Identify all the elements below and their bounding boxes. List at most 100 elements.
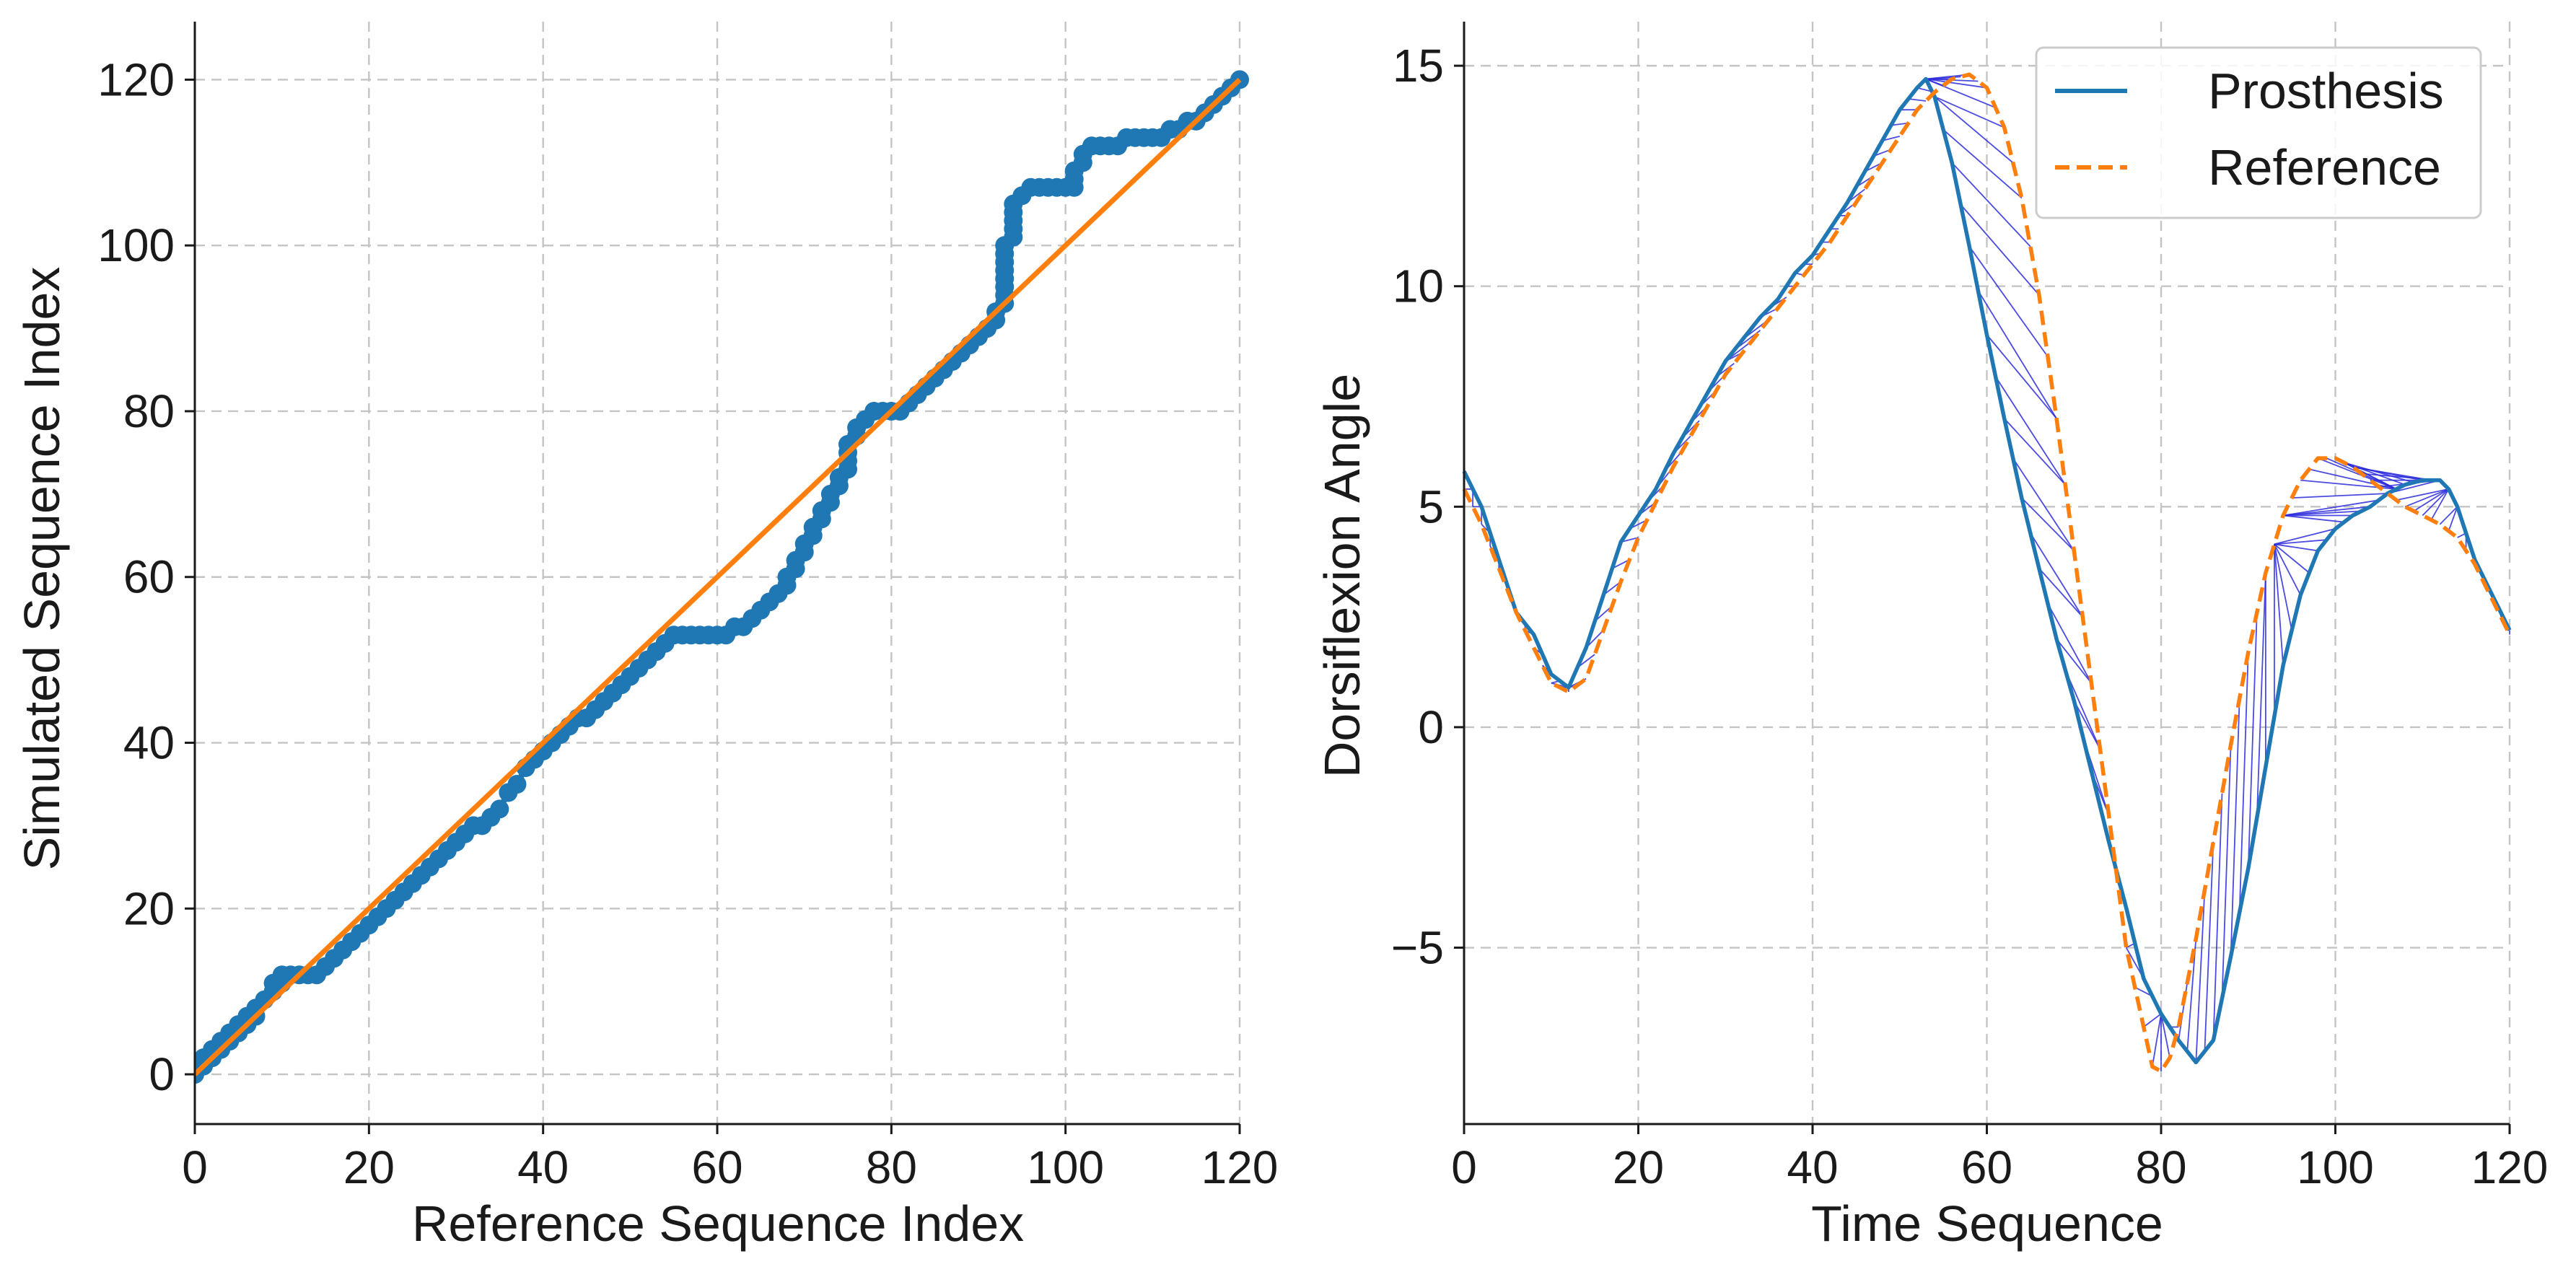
alignment-line — [2282, 499, 2380, 517]
alignment-line — [2274, 528, 2336, 545]
left-x-tick-label: 0 — [182, 1141, 208, 1193]
alignment-line — [2160, 1014, 2170, 1058]
alignment-line — [2274, 543, 2302, 596]
alignment-line — [1934, 96, 2005, 128]
left-axes: 0 20 40 60 80 100 120 0 20 40 60 80 100 120 — [97, 22, 1278, 1193]
alignment-line — [2056, 638, 2093, 684]
alignment-line — [1925, 78, 1987, 89]
right-x-tick-label: 40 — [1787, 1141, 1838, 1193]
right-x-tick-label: 100 — [2297, 1141, 2374, 1193]
legend-label-prosthesis: Prosthesis — [2208, 63, 2444, 119]
left-x-tick-label: 20 — [343, 1141, 395, 1193]
alignment-line — [2274, 544, 2284, 666]
left-y-tick-label: 20 — [123, 882, 175, 934]
alignment-line — [1611, 558, 1630, 569]
right-x-tick-label: 80 — [2135, 1141, 2186, 1193]
left-y-axis-label: Simulated Sequence Index — [14, 267, 70, 871]
warping-path-point — [507, 775, 527, 794]
alignment-line — [1621, 537, 1639, 543]
alignment-line — [1934, 96, 2014, 164]
alignment-line — [2021, 497, 2075, 552]
alignment-line — [1942, 129, 2023, 199]
alignment-line — [2448, 506, 2458, 532]
right-y-tick-label: −5 — [1391, 922, 1444, 974]
left-y-tick-label: 0 — [149, 1048, 175, 1100]
alignment-line — [1968, 246, 2049, 358]
right-x-tick-label: 0 — [1451, 1141, 1477, 1193]
alignment-line — [2195, 890, 2206, 1063]
alignment-line — [2274, 543, 2318, 552]
right-marks — [1462, 72, 2512, 1074]
alignment-line — [2422, 488, 2450, 517]
left-y-tick-label: 40 — [123, 717, 175, 769]
alignment-line — [2247, 612, 2258, 869]
right-y-tick-label: 15 — [1393, 40, 1444, 92]
left-marks — [195, 70, 1249, 1084]
left-y-tick-label: 60 — [123, 551, 175, 603]
alignment-line — [2221, 745, 2232, 999]
right-y-axis-label: Dorsiflexion Angle — [1314, 374, 1370, 778]
alignment-line — [1986, 334, 2057, 419]
alignment-line — [1882, 136, 1901, 141]
alignment-line — [2344, 462, 2406, 486]
alignment-line — [1960, 204, 2040, 296]
left-x-tick-label: 100 — [1027, 1141, 1104, 1193]
right-y-tick-label: 0 — [1418, 701, 1444, 753]
alignment-line — [2283, 506, 2370, 517]
alignment-line — [1908, 98, 1927, 102]
alignment-line — [2230, 698, 2240, 957]
alignment-line — [2413, 488, 2449, 512]
right-y-tick-label: 10 — [1393, 260, 1444, 312]
alignment-line — [2030, 532, 2084, 618]
warping-path-point — [490, 799, 509, 819]
alignment-line — [1977, 290, 2057, 419]
alignment-line — [2212, 793, 2223, 1040]
alignment-line — [2004, 418, 2066, 486]
left-y-tick-label: 100 — [97, 219, 175, 271]
alignment-line — [2047, 603, 2093, 684]
alignment-line — [2238, 651, 2249, 913]
alignment-line — [2283, 514, 2344, 523]
right-axes: 0 20 40 60 80 100 120 −5 0 5 10 15 — [1391, 22, 2548, 1193]
alignment-line — [2073, 700, 2101, 750]
alignment-line — [2256, 572, 2266, 818]
alignment-line — [2143, 1013, 2162, 1028]
legend: Prosthesis Reference — [2035, 46, 2482, 219]
alignment-line — [2292, 493, 2388, 499]
left-x-tick-label: 120 — [1201, 1141, 1279, 1193]
alignment-line — [1951, 162, 2031, 247]
reference-series-line — [1462, 72, 2512, 1074]
alignment-line — [1891, 122, 1909, 126]
right-y-tick-label: 5 — [1418, 480, 1444, 532]
left-x-axis-label: Reference Sequence Index — [412, 1195, 1024, 1252]
left-y-tick-label: 120 — [97, 53, 175, 105]
legend-label-reference: Reference — [2208, 139, 2441, 196]
prosthesis-series-line — [1462, 76, 2512, 1065]
left-y-tick-label: 80 — [123, 385, 175, 437]
legend-frame — [2035, 46, 2482, 219]
alignment-line — [2309, 468, 2397, 490]
left-x-tick-label: 60 — [691, 1141, 742, 1193]
dorsiflexion-angle-chart: 0 20 40 60 80 100 120 −5 0 5 10 15 Time Sequence Do… — [1314, 22, 2548, 1252]
alignment-line — [2152, 1014, 2162, 1067]
right-x-tick-label: 20 — [1613, 1141, 1664, 1193]
alignment-line — [2274, 543, 2310, 574]
alignment-line — [2038, 568, 2083, 618]
diagonal-reference-line — [195, 77, 1242, 1076]
right-x-tick-label: 120 — [2471, 1141, 2549, 1193]
alignment-line — [2186, 939, 2197, 1052]
alignment-line — [2396, 488, 2449, 501]
dtw-warping-path-chart: 0 20 40 60 80 100 120 0 20 40 60 80 100 120 Reference… — [14, 22, 1278, 1252]
alignment-line — [2439, 506, 2458, 525]
left-x-tick-label: 80 — [866, 1141, 917, 1193]
alignment-line — [1925, 78, 1996, 109]
left-x-tick-label: 40 — [517, 1141, 569, 1193]
alignment-line — [2404, 488, 2449, 508]
right-x-axis-label: Time Sequence — [1811, 1195, 2163, 1252]
alignment-line — [1994, 376, 2066, 486]
right-x-tick-label: 60 — [1961, 1141, 2012, 1193]
alignment-line — [2430, 488, 2450, 521]
alignment-line — [2012, 457, 2075, 551]
alignment-line — [2204, 841, 2214, 1052]
